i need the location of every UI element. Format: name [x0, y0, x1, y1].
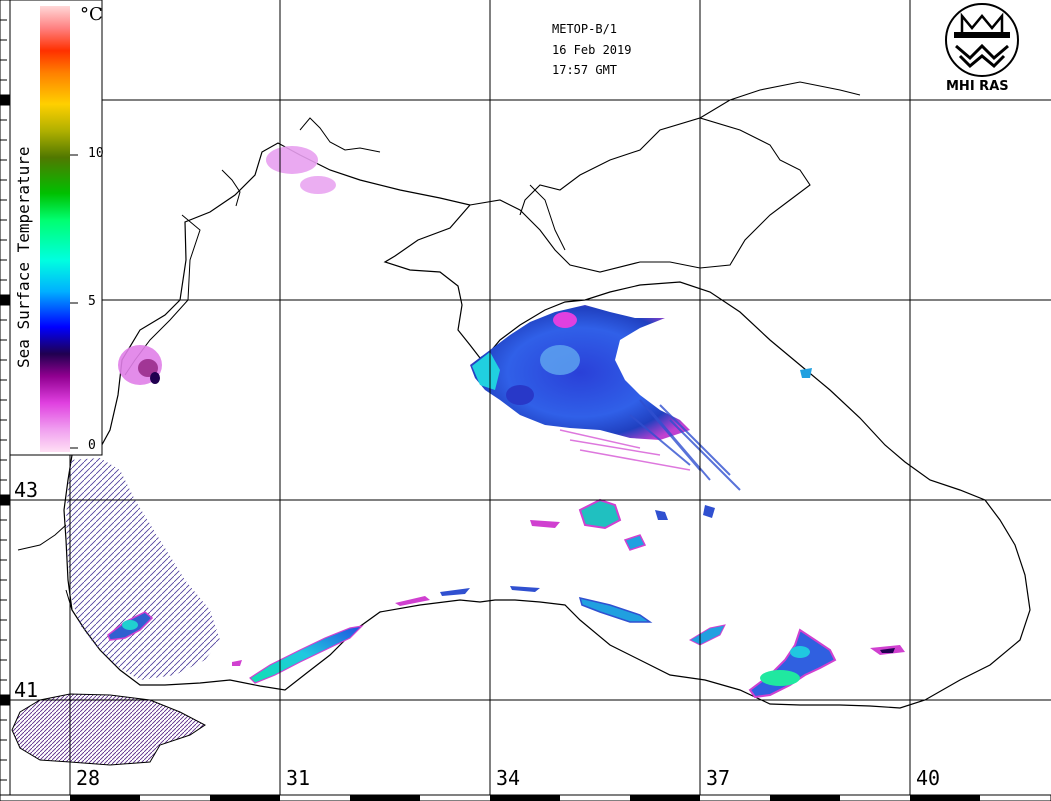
left-ruler	[0, 0, 11, 801]
legend-tick-0: 0	[88, 438, 96, 453]
legend-tick-10: 10	[88, 146, 104, 161]
black-sea-coastline	[63, 142, 1031, 709]
bottom-ruler	[0, 794, 1051, 801]
satellite-date: 16 Feb 2019	[552, 43, 632, 57]
marmara-sea	[11, 693, 206, 766]
mhi-ras-emblem-icon	[945, 3, 1019, 77]
satellite-name: METOP-B/1	[552, 22, 618, 36]
lon-label-31: 31	[286, 766, 311, 790]
logo-text: MHI RAS	[946, 79, 1009, 94]
lon-label-28: 28	[76, 766, 101, 790]
lat-label-43: 43	[14, 478, 39, 502]
lon-label-37: 37	[706, 766, 731, 790]
lon-label-40: 40	[916, 766, 941, 790]
western-shelf-hatch	[66, 458, 220, 680]
legend-tick-5: 5	[88, 294, 96, 309]
lat-label-41: 41	[14, 678, 39, 702]
lon-label-34: 34	[496, 766, 521, 790]
satellite-time: 17:57 GMT	[552, 63, 618, 77]
legend-title: Sea Surface Temperature	[14, 146, 33, 368]
azov-coastline	[469, 117, 811, 273]
sst-patches	[107, 146, 905, 699]
legend-colorbar	[40, 6, 70, 452]
legend-unit: °C	[80, 4, 103, 25]
